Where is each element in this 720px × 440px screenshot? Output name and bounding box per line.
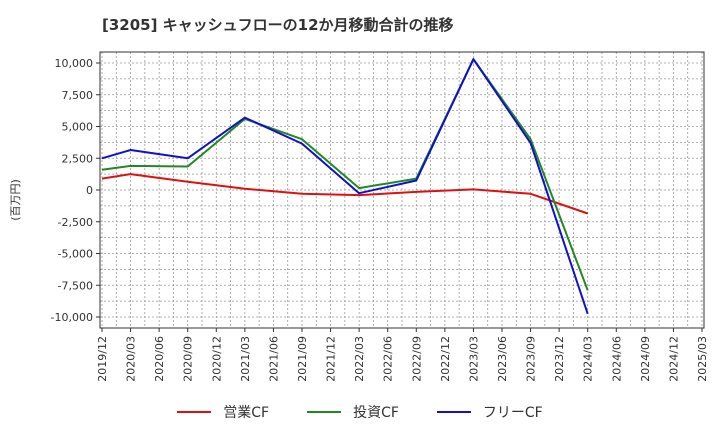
x-tick-label: 2021/03 (239, 336, 252, 382)
x-tick-label: 2023/03 (467, 336, 480, 382)
x-tick-label: 2024/12 (667, 336, 680, 382)
y-tick-label: 0 (86, 184, 93, 197)
legend-item: フリーCF (436, 402, 543, 422)
chart-title: [3205] キャッシュフローの12か月移動合計の推移 (102, 16, 454, 34)
y-tick-label: -7,500 (58, 279, 93, 292)
legend-label: フリーCF (482, 405, 543, 421)
x-tick-label: 2021/09 (296, 336, 309, 382)
x-tick-label: 2022/12 (439, 336, 452, 382)
x-tick-label: 2022/03 (353, 336, 366, 382)
grid (100, 52, 704, 328)
series (101, 58, 589, 315)
axes: 10,000 7,500 5,000 2,500 0 -2,500 -5,000 -7,500… (51, 57, 709, 382)
y-tick-label: 5,000 (62, 121, 94, 134)
x-tick-label: 2020/12 (210, 336, 223, 382)
series-line-2 (101, 58, 589, 291)
x-tick-label: 2021/12 (325, 336, 338, 382)
x-tick-label: 2019/12 (96, 336, 109, 382)
x-tick-label: 2020/06 (153, 336, 166, 382)
x-tick-label: 2024/03 (582, 336, 595, 382)
y-tick-label: 7,500 (62, 89, 94, 102)
x-tick-label: 2023/09 (525, 336, 538, 382)
series-line-3 (101, 58, 589, 315)
legend-swatch (436, 411, 471, 413)
y-tick-label: 2,500 (62, 152, 94, 165)
legend-item: 投資CF (307, 402, 399, 422)
x-tick-label: 2024/09 (639, 336, 652, 382)
legend-swatch (307, 411, 342, 413)
x-tick-label: 2021/06 (267, 336, 280, 382)
x-tick-label: 2024/06 (610, 336, 623, 382)
legend-label: 投資CF (353, 405, 399, 421)
x-tick-label: 2023/06 (496, 336, 509, 382)
y-tick-label: 10,000 (55, 57, 94, 70)
legend-swatch (177, 411, 212, 413)
legend-label: 営業CF (223, 405, 270, 421)
x-tick-label: 2023/12 (553, 336, 566, 382)
legend-item: 営業CF (177, 402, 269, 422)
series-line-1 (101, 173, 589, 215)
y-tick-label: -10,000 (51, 311, 93, 324)
x-tick-label: 2025/03 (696, 336, 709, 382)
y-tick-label: -2,500 (58, 216, 93, 229)
x-tick-label: 2022/09 (410, 336, 423, 382)
x-tick-label: 2022/06 (382, 336, 395, 382)
x-tick-label: 2020/03 (125, 336, 138, 382)
x-tick-label: 2020/09 (182, 336, 195, 382)
y-axis-label: (百万円) (9, 179, 22, 221)
y-tick-label: -5,000 (58, 248, 93, 261)
legend: 営業CF 投資CF フリーCF (0, 402, 720, 422)
